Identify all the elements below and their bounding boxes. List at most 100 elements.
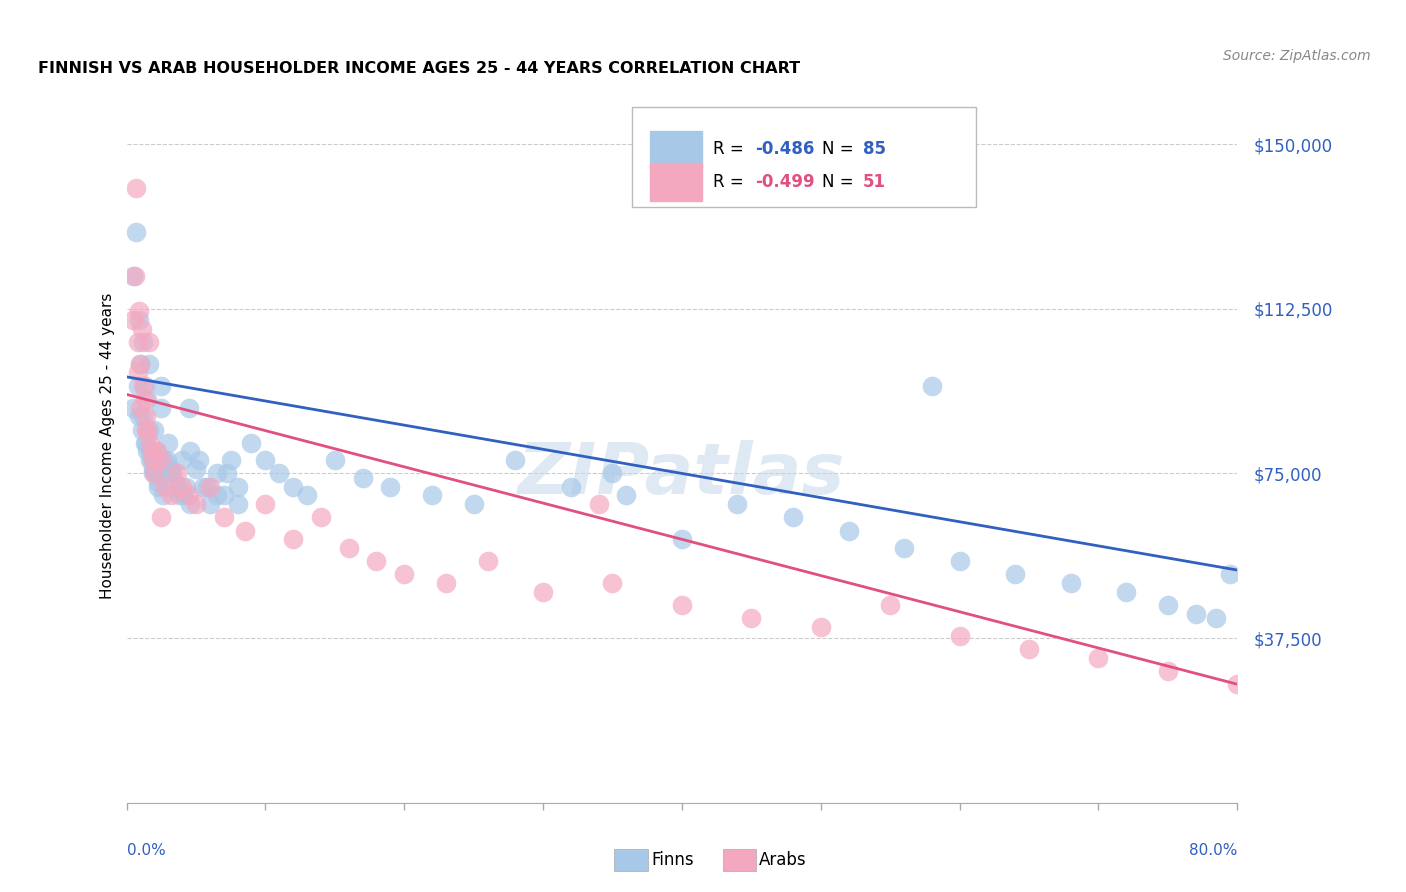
Point [136, 423, 159, 437]
Point [810, 620, 832, 634]
Point [184, 462, 207, 476]
Point [434, 576, 457, 591]
Point [1219, 567, 1241, 582]
Point [125, 225, 148, 239]
Point [337, 541, 360, 555]
Point [145, 444, 167, 458]
Point [146, 444, 169, 458]
Point [135, 409, 157, 424]
Point [142, 467, 165, 481]
Point [531, 585, 554, 599]
Point [879, 598, 901, 612]
Point [588, 497, 610, 511]
Text: 0.0%: 0.0% [127, 843, 166, 858]
Point [160, 488, 183, 502]
Point [463, 497, 485, 511]
Text: Source: ZipAtlas.com: Source: ZipAtlas.com [1223, 49, 1371, 63]
Point [169, 488, 191, 502]
Text: Finns: Finns [651, 851, 693, 869]
Point [1004, 567, 1026, 582]
Point [141, 453, 163, 467]
Point [179, 497, 201, 511]
Point [138, 357, 160, 371]
Point [139, 435, 162, 450]
Point [782, 510, 804, 524]
Point [153, 453, 176, 467]
Point [1087, 651, 1109, 665]
Point [177, 488, 200, 502]
Point [281, 480, 304, 494]
Text: 80.0%: 80.0% [1189, 843, 1237, 858]
Point [254, 497, 277, 511]
Text: ZIPatlas: ZIPatlas [519, 440, 845, 509]
Point [191, 480, 214, 494]
Point [157, 435, 180, 450]
Point [139, 453, 162, 467]
Point [122, 401, 145, 415]
Point [948, 629, 970, 643]
Point [366, 554, 388, 568]
Point [148, 480, 170, 494]
Point [309, 510, 332, 524]
Point [921, 378, 943, 392]
Point [172, 480, 194, 494]
Point [143, 423, 166, 437]
FancyBboxPatch shape [650, 130, 702, 168]
Point [138, 423, 160, 437]
Point [156, 453, 179, 467]
Point [184, 497, 207, 511]
Point [352, 471, 374, 485]
Text: FINNISH VS ARAB HOUSEHOLDER INCOME AGES 25 - 44 YEARS CORRELATION CHART: FINNISH VS ARAB HOUSEHOLDER INCOME AGES … [38, 61, 800, 76]
Point [132, 378, 155, 392]
Point [134, 435, 156, 450]
Point [132, 409, 155, 424]
FancyBboxPatch shape [631, 107, 976, 207]
Point [131, 321, 153, 335]
Point [135, 435, 157, 450]
Point [240, 435, 263, 450]
Point [160, 462, 183, 476]
Text: R =: R = [713, 173, 749, 191]
Point [1060, 576, 1083, 591]
Point [145, 467, 167, 481]
Point [219, 453, 242, 467]
Point [215, 467, 238, 481]
Point [127, 366, 149, 380]
Point [602, 576, 624, 591]
Point [1157, 664, 1180, 678]
Point [254, 453, 277, 467]
Point [671, 598, 693, 612]
Text: N =: N = [823, 173, 859, 191]
Point [141, 444, 163, 458]
Point [1226, 677, 1249, 691]
Point [269, 467, 291, 481]
Point [614, 488, 637, 502]
Text: -0.499: -0.499 [755, 173, 815, 191]
Point [1157, 598, 1180, 612]
Point [172, 488, 194, 502]
Point [174, 480, 197, 494]
Point [127, 378, 149, 392]
Point [124, 268, 146, 283]
Point [205, 467, 228, 481]
Point [226, 480, 249, 494]
Point [129, 357, 152, 371]
Point [139, 444, 162, 458]
Point [380, 480, 402, 494]
FancyBboxPatch shape [650, 163, 702, 201]
Point [152, 488, 174, 502]
Point [150, 453, 173, 467]
Point [233, 524, 256, 538]
Point [134, 392, 156, 406]
Point [740, 611, 762, 625]
Point [838, 524, 860, 538]
Point [167, 480, 190, 494]
Point [198, 497, 221, 511]
Point [195, 480, 218, 494]
Point [1205, 611, 1227, 625]
Point [150, 401, 173, 415]
Point [948, 554, 970, 568]
Point [727, 497, 749, 511]
Point [205, 488, 228, 502]
Point [138, 334, 160, 349]
